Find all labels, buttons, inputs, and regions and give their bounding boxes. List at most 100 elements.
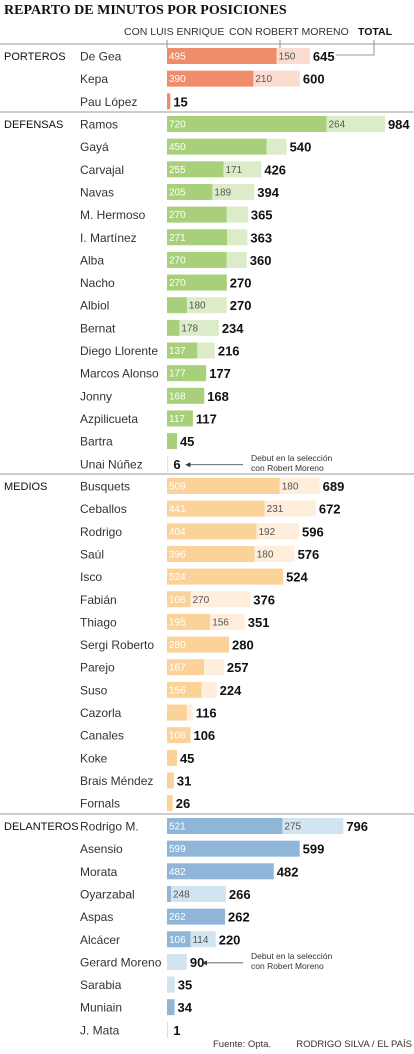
label-luis-enrique: 270	[169, 255, 186, 266]
player-name: Pau López	[80, 95, 137, 109]
total-value: 177	[209, 366, 231, 381]
bar-robert-moreno	[210, 613, 245, 630]
label-luis-enrique: 280	[169, 640, 186, 651]
player-name: J. Mata	[80, 1023, 120, 1037]
player-name: Azpilicueta	[80, 412, 138, 426]
label-robert-moreno: 210	[255, 74, 272, 85]
label-luis-enrique: 390	[169, 74, 186, 85]
player-name: Cazorla	[80, 706, 122, 720]
player-name: Diego Llorente	[80, 344, 158, 358]
bar-luis-enrique	[167, 999, 175, 1016]
player-name: Asensio	[80, 842, 123, 856]
label-luis-enrique: 271	[169, 233, 186, 244]
player-name: Rodrigo M.	[80, 820, 139, 834]
bar-luis-enrique	[167, 523, 257, 540]
label-luis-enrique: 177	[169, 369, 186, 380]
player-name: Sarabia	[80, 978, 122, 992]
bar-luis-enrique	[167, 885, 171, 902]
bar-luis-enrique	[167, 138, 267, 155]
label-robert-moreno: 248	[173, 889, 190, 900]
bar-luis-enrique	[167, 161, 224, 178]
player-name: M. Hermoso	[80, 208, 146, 222]
player-name: Muniain	[80, 1001, 122, 1015]
total-value: 360	[250, 253, 272, 268]
total-value: 266	[229, 887, 251, 902]
group-label: DEFENSAS	[4, 119, 63, 131]
label-luis-enrique: 599	[169, 844, 186, 855]
bar-luis-enrique	[167, 116, 327, 132]
label-robert-moreno: 189	[214, 187, 231, 198]
total-value: 31	[177, 773, 191, 788]
bar-luis-enrique	[167, 795, 173, 812]
player-name: Albiol	[80, 299, 109, 313]
bar-robert-moreno	[203, 659, 224, 676]
note-text: con Robert Moreno	[251, 961, 324, 971]
legend-total: TOTAL	[358, 26, 393, 38]
bar-luis-enrique	[167, 613, 211, 630]
bar-robert-moreno	[201, 681, 217, 698]
bar-robert-moreno	[279, 478, 320, 494]
bar-luis-enrique	[167, 636, 230, 653]
total-value: 270	[230, 298, 252, 313]
total-value: 1	[173, 1023, 180, 1038]
bar-robert-moreno	[227, 229, 248, 246]
bar-robert-moreno	[186, 297, 227, 314]
bar-robert-moreno	[253, 70, 300, 87]
player-name: Fornals	[80, 797, 120, 811]
total-value: 90	[190, 955, 204, 970]
bar-robert-moreno	[256, 523, 300, 540]
total-value: 482	[277, 864, 299, 879]
total-value: 351	[248, 615, 270, 630]
player-name: Morata	[80, 865, 118, 879]
player-name: Navas	[80, 185, 114, 199]
bar-luis-enrique	[167, 681, 202, 698]
total-value: 168	[207, 389, 229, 404]
bar-luis-enrique	[167, 818, 283, 834]
total-value: 363	[250, 230, 272, 245]
bar-robert-moreno	[170, 885, 226, 902]
label-luis-enrique: 450	[169, 142, 186, 153]
player-name: Carvajal	[80, 163, 124, 177]
total-value: 672	[319, 502, 341, 517]
total-value: 600	[303, 72, 325, 87]
label-luis-enrique: 106	[169, 935, 186, 946]
label-robert-moreno: 178	[181, 323, 198, 334]
bar-luis-enrique	[167, 433, 177, 450]
bar-luis-enrique	[167, 251, 227, 268]
total-value: 234	[222, 321, 244, 336]
player-name: Gerard Moreno	[80, 955, 162, 969]
bar-robert-moreno	[186, 704, 193, 721]
bar-luis-enrique	[167, 365, 207, 382]
bar-luis-enrique	[167, 727, 191, 744]
player-name: Aspas	[80, 910, 113, 924]
player-name: Bartra	[80, 435, 113, 449]
label-luis-enrique: 255	[169, 165, 186, 176]
bar-luis-enrique	[167, 908, 226, 925]
bar-luis-enrique	[167, 568, 284, 585]
label-robert-moreno: 192	[258, 527, 275, 538]
player-name: Marcos Alonso	[80, 367, 159, 381]
note-arrow-head	[185, 462, 191, 468]
bar-luis-enrique	[167, 931, 191, 948]
player-name: Gayá	[80, 140, 109, 154]
player-name: Jonny	[80, 389, 112, 403]
label-luis-enrique: 137	[169, 346, 186, 357]
total-value: 34	[178, 1000, 193, 1015]
label-robert-moreno: 180	[189, 301, 206, 312]
note-text: Debut en la selección	[251, 951, 333, 961]
label-luis-enrique: 720	[169, 120, 186, 131]
total-value: 26	[176, 796, 190, 811]
player-name: De Gea	[80, 50, 122, 64]
label-robert-moreno: 171	[225, 165, 242, 176]
total-value: 796	[346, 819, 368, 834]
total-value: 596	[302, 524, 324, 539]
player-name: Parejo	[80, 661, 115, 675]
total-value: 376	[253, 592, 275, 607]
total-value: 599	[303, 842, 325, 857]
note-text: Debut en la selección	[251, 453, 333, 463]
player-name: Nacho	[80, 276, 115, 290]
player-name: Suso	[80, 683, 108, 697]
label-luis-enrique: 396	[169, 549, 186, 560]
total-value: 116	[196, 706, 217, 721]
player-name: Saúl	[80, 547, 104, 561]
